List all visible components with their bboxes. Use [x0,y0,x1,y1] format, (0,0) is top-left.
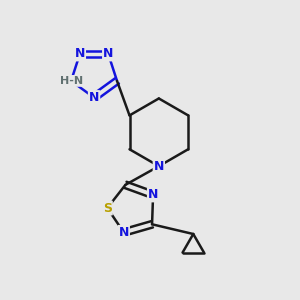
Text: H-N: H-N [59,76,83,86]
Text: N: N [103,47,113,60]
Text: S: S [103,202,112,214]
Text: N: N [148,188,158,201]
Text: N: N [75,47,85,60]
Text: N: N [89,91,99,104]
Text: N: N [154,160,164,173]
Text: N: N [118,226,129,239]
